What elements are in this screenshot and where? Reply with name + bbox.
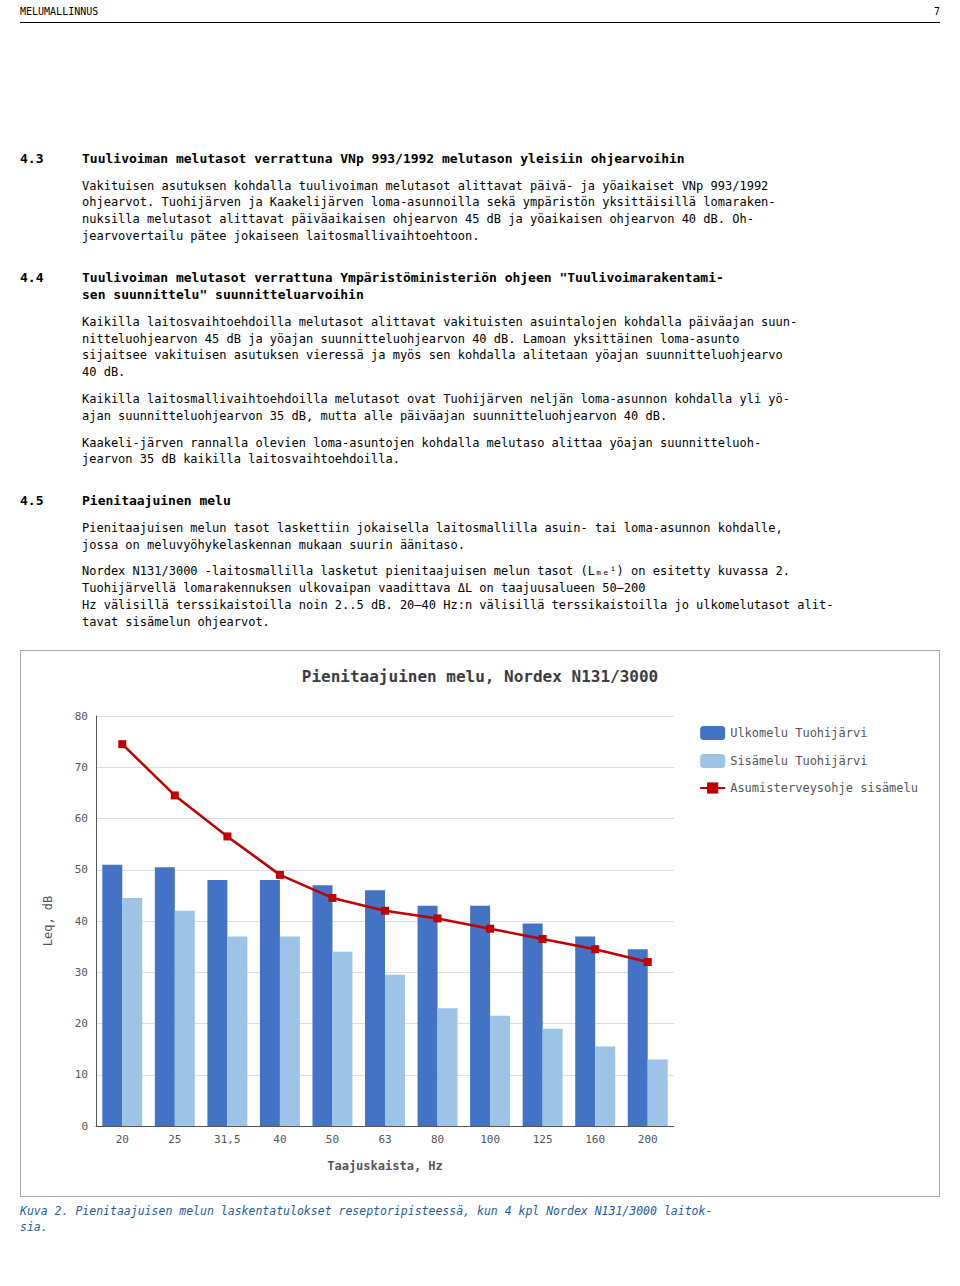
svg-text:80: 80 <box>75 710 88 723</box>
svg-text:40: 40 <box>75 915 88 928</box>
svg-text:40: 40 <box>273 1133 286 1146</box>
svg-text:Asumisterveysohje sisämelu: Asumisterveysohje sisämelu <box>730 781 918 795</box>
html-text:Kaikilla laitosmallivaihtoehdo: Kaikilla laitosmallivaihtoehdoilla melut… <box>82 392 790 423</box>
html-text:Pienitaajuinen melu: Pienitaajuinen melu <box>82 493 231 509</box>
svg-text:100: 100 <box>480 1133 500 1146</box>
svg-text:60: 60 <box>75 812 88 825</box>
svg-text:200: 200 <box>638 1133 658 1146</box>
html-text:4.5: 4.5 <box>20 493 44 509</box>
html-text:Vakituisen asutuksen kohdalla: Vakituisen asutuksen kohdalla tuulivoima… <box>82 178 776 243</box>
svg-text:20: 20 <box>75 1017 88 1030</box>
html-text:Nordex N131/3000 -laitosmallil: Nordex N131/3000 -laitosmallilla lasketu… <box>82 564 834 629</box>
svg-text:31,5: 31,5 <box>214 1133 241 1146</box>
html-text:Tuulivoiman melutasot verrattu: Tuulivoiman melutasot verrattuna Ympäris… <box>82 269 724 303</box>
html-text:4.4: 4.4 <box>20 269 44 285</box>
html-text:Kaikilla laitosvaihtoehdoilla: Kaikilla laitosvaihtoehdoilla melutasot … <box>82 314 798 380</box>
svg-text:25: 25 <box>168 1133 181 1146</box>
svg-text:125: 125 <box>533 1133 553 1146</box>
svg-text:0: 0 <box>81 1120 88 1133</box>
html-text:MELUMALLINNUS: MELUMALLINNUS <box>20 6 99 17</box>
svg-text:160: 160 <box>585 1133 605 1146</box>
html-text:Pienitaajuisen melun tasot las: Pienitaajuisen melun tasot laskettiin jo… <box>82 520 783 552</box>
html-text:Kaakeli-järven rannalla olevie: Kaakeli-järven rannalla olevien loma-asu… <box>82 435 762 467</box>
svg-text:10: 10 <box>75 1068 88 1081</box>
svg-text:20: 20 <box>116 1133 129 1146</box>
svg-text:50: 50 <box>75 863 88 876</box>
svg-text:Sisämelu Tuohijärvi: Sisämelu Tuohijärvi <box>730 754 867 768</box>
svg-text:Pienitaajuinen melu, Nordex N1: Pienitaajuinen melu, Nordex N131/3000 <box>302 667 658 686</box>
svg-text:Leq, dB: Leq, dB <box>41 896 55 947</box>
html-text:7: 7 <box>934 6 940 17</box>
svg-text:63: 63 <box>378 1133 391 1146</box>
svg-text:50: 50 <box>326 1133 339 1146</box>
html-text:4.3: 4.3 <box>20 151 44 166</box>
svg-text:Taajuskaista, Hz: Taajuskaista, Hz <box>327 1159 443 1173</box>
html-text:Kuva 2. Pienitaajuisen melun l: Kuva 2. Pienitaajuisen melun laskentatul… <box>20 1204 713 1235</box>
html-text:Tuulivoiman melutasot verrattu: Tuulivoiman melutasot verrattuna VNp 993… <box>82 151 685 166</box>
svg-text:70: 70 <box>75 761 88 774</box>
svg-text:Ulkomelu Tuohijärvi: Ulkomelu Tuohijärvi <box>730 726 867 740</box>
svg-text:30: 30 <box>75 966 88 979</box>
svg-text:80: 80 <box>431 1133 444 1146</box>
